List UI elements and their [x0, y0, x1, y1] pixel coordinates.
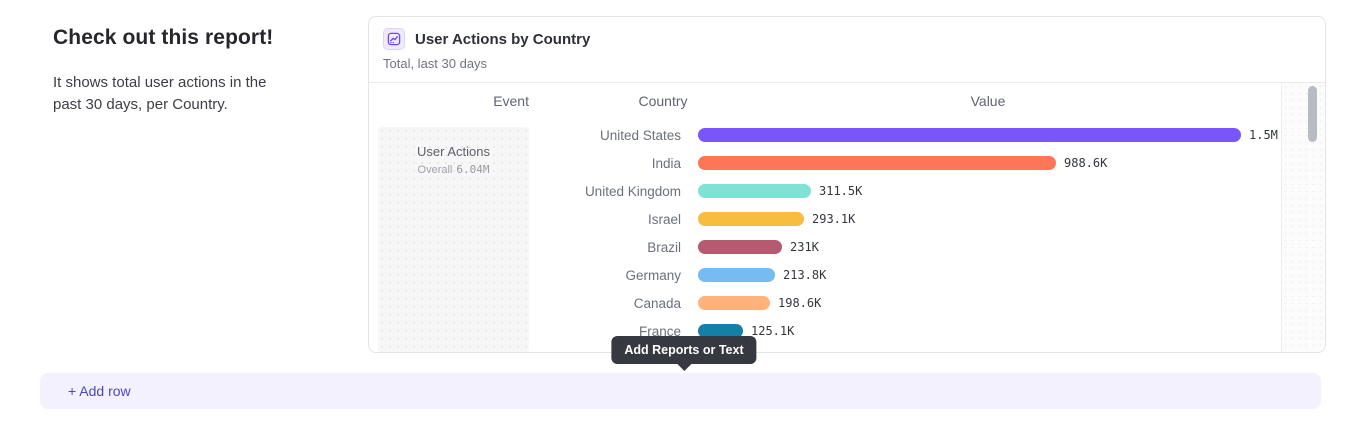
event-cell[interactable]: User Actions Overall 6.04M	[378, 127, 529, 352]
country-label: United States	[599, 127, 681, 143]
value-bar[interactable]	[698, 128, 1241, 142]
event-name: User Actions	[417, 144, 490, 159]
report-title: User Actions by Country	[415, 30, 591, 48]
tooltip-label: Add Reports or Text	[624, 343, 744, 357]
value-label: 231K	[790, 240, 819, 254]
value-label: 988.6K	[1064, 156, 1108, 170]
value-bar[interactable]	[698, 240, 782, 254]
value-bar[interactable]	[698, 268, 775, 282]
line-chart-icon	[383, 28, 405, 50]
country-label: Brazil	[647, 239, 681, 255]
table-row[interactable]: United States 1.5M	[369, 121, 1281, 149]
country-label: Israel	[647, 211, 681, 227]
scrollbar-thumb[interactable]	[1308, 86, 1317, 142]
country-label: Germany	[625, 267, 681, 283]
add-reports-tooltip: Add Reports or Text	[611, 336, 757, 364]
scrollbar-track[interactable]	[1281, 83, 1325, 352]
report-card-header: User Actions by Country Total, last 30 d…	[369, 17, 1325, 83]
table-row[interactable]: India 988.6K	[369, 149, 1281, 177]
value-bar[interactable]	[698, 324, 743, 338]
table-row[interactable]: Canada 198.6K	[369, 289, 1281, 317]
add-row-label: + Add row	[68, 383, 131, 399]
column-header-event: Event	[493, 93, 529, 109]
value-label: 293.1K	[812, 212, 856, 226]
page-description: It shows total user actions in the past …	[53, 74, 267, 113]
value-label: 1.5M	[1249, 128, 1278, 142]
table-row[interactable]: United Kingdom 311.5K	[369, 177, 1281, 205]
report-table: Event Country Value User Actions Overall…	[369, 83, 1325, 352]
report-card[interactable]: User Actions by Country Total, last 30 d…	[368, 16, 1326, 353]
value-bar[interactable]	[698, 184, 811, 198]
bar-rows: United States 1.5M India 988.6K United K…	[369, 121, 1281, 345]
value-bar[interactable]	[698, 296, 770, 310]
table-row[interactable]: Brazil 231K	[369, 233, 1281, 261]
country-label: India	[651, 155, 681, 171]
value-label: 198.6K	[778, 296, 822, 310]
event-overall: Overall 6.04M	[417, 163, 490, 176]
table-row[interactable]: Israel 293.1K	[369, 205, 1281, 233]
page-title: Check out this report!	[53, 26, 274, 49]
country-label: France	[638, 323, 681, 339]
table-row[interactable]: France 125.1K	[369, 317, 1281, 345]
intro-block: Check out this report! It shows total us…	[53, 26, 303, 116]
country-label: Canada	[633, 295, 681, 311]
value-label: 213.8K	[783, 268, 827, 282]
value-bar[interactable]	[698, 212, 804, 226]
add-row-button[interactable]: + Add row	[40, 373, 1321, 409]
report-subtitle: Total, last 30 days	[383, 56, 488, 71]
country-label: United Kingdom	[584, 183, 681, 199]
value-label: 311.5K	[819, 184, 863, 198]
value-bar[interactable]	[698, 156, 1056, 170]
column-header-value: Value	[970, 93, 1006, 109]
value-label: 125.1K	[751, 324, 795, 338]
column-header-country: Country	[638, 93, 688, 109]
table-row[interactable]: Germany 213.8K	[369, 261, 1281, 289]
